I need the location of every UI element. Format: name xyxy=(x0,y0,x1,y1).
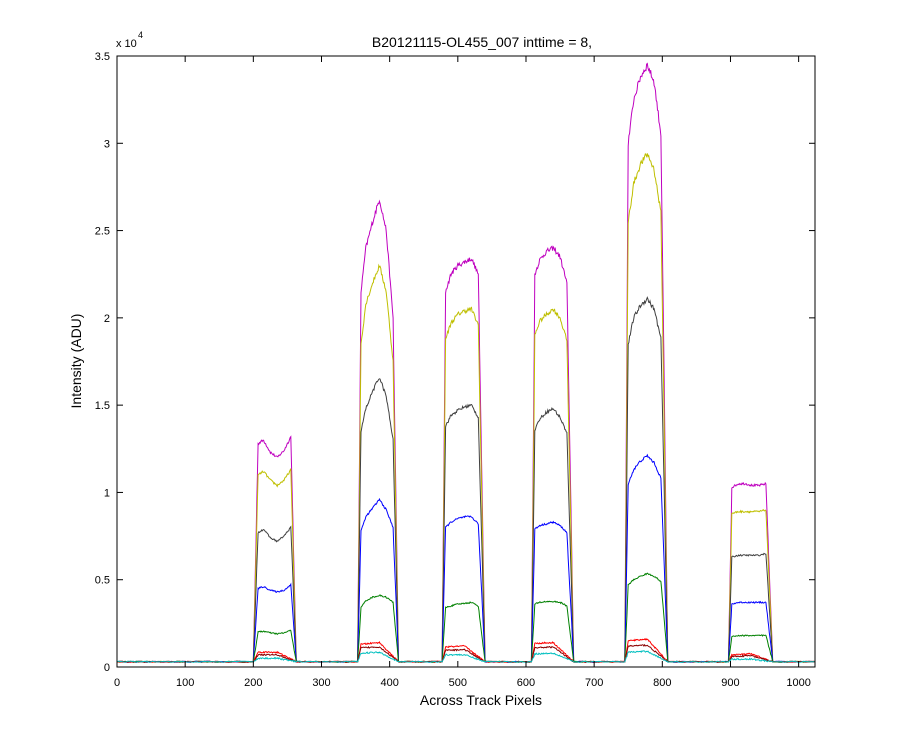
plot-area xyxy=(116,55,816,668)
y-tick-label: 0 xyxy=(104,662,110,674)
x-tick-label: 700 xyxy=(585,677,603,689)
y-axis-label: Intensity (ADU) xyxy=(68,314,84,409)
x-tick-label: 100 xyxy=(176,677,194,689)
x-tick-label: 200 xyxy=(244,677,262,689)
y-tick-label: 3 xyxy=(104,138,110,150)
y-tick-label: 2.5 xyxy=(95,226,110,238)
y-tick-label: 3.5 xyxy=(95,51,110,63)
y-exponent-power: 4 xyxy=(138,30,143,40)
x-tick-label: 1000 xyxy=(786,677,810,689)
y-tick-label: 1 xyxy=(104,487,110,499)
y-exponent-label: x 10 4 xyxy=(116,30,143,50)
chart-title: B20121115-OL455_007 inttime = 8, xyxy=(372,34,592,50)
x-tick-label: 900 xyxy=(721,677,739,689)
x-tick-label: 500 xyxy=(449,677,467,689)
x-tick-label: 600 xyxy=(517,677,535,689)
x-tick-label: 300 xyxy=(312,677,330,689)
series-layer xyxy=(116,62,815,663)
series-line-8 xyxy=(116,650,815,663)
y-tick-label: 0.5 xyxy=(95,575,110,587)
y-axis-ticks: 0 0.5 1 1.5 2 2.5 3 3.5 xyxy=(95,51,815,674)
x-tick-label: 800 xyxy=(653,677,671,689)
x-tick-label: 0 xyxy=(114,677,120,689)
x-axis-label: Across Track Pixels xyxy=(420,692,542,708)
y-exponent-base: x 10 xyxy=(116,38,137,50)
y-tick-label: 1.5 xyxy=(95,400,110,412)
x-tick-label: 400 xyxy=(380,677,398,689)
x-axis-ticks: 0 100 200 300 400 500 600 700 800 900 1000 xyxy=(114,56,811,689)
y-tick-label: 2 xyxy=(104,313,110,325)
